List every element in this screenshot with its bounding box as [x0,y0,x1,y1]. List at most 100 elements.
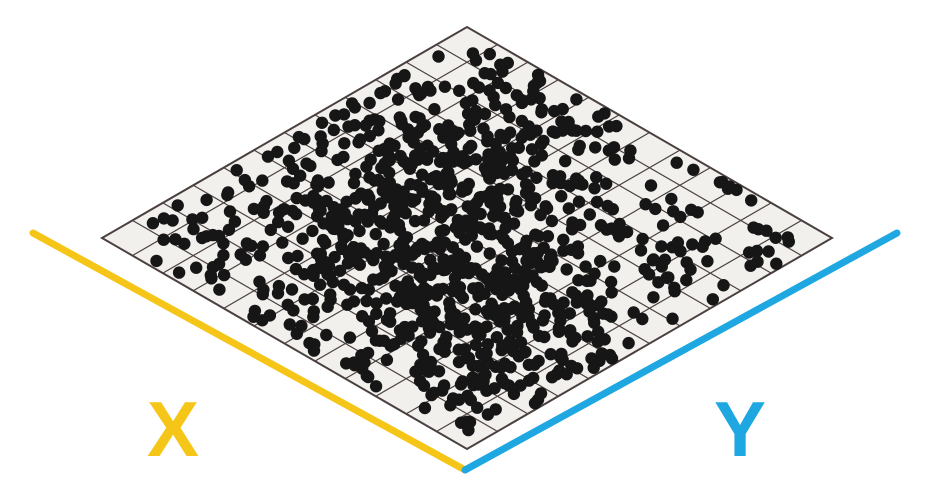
scatter-point [560,263,573,276]
scatter-point [484,278,497,292]
scatter-point [449,128,462,142]
scatter-point [435,177,448,190]
scatter-point [466,371,479,384]
scatter-point [781,231,794,244]
scatter-point [511,275,525,289]
scatter-point [190,261,203,274]
scatter-point [539,200,552,213]
scatter-point [413,112,426,125]
scatter-point [414,358,427,371]
scatter-point [348,101,361,114]
scatter-point [283,318,296,331]
scatter-point [498,376,511,390]
scatter-point [217,268,231,282]
scatter-point [658,253,672,266]
scatter-point [463,118,476,131]
scatter-point [527,371,540,385]
scatter-point [432,365,446,378]
scatter-point [230,164,243,177]
scatter-point [381,191,394,204]
scatter-point [405,158,418,171]
scatter-point [416,348,430,361]
scatter-point [535,149,548,162]
scatter-point [639,198,652,211]
scatter-point [271,145,284,159]
scatter-point [298,132,311,146]
scatter-point [760,224,773,237]
scatter-point [438,224,451,237]
scatter-point [505,255,519,268]
scatter-point [590,195,604,209]
scatter-point [456,375,469,388]
scatter-point [701,255,714,268]
scatter-point [668,281,681,294]
scatter-point [491,76,505,90]
scatter-point [359,119,372,132]
scatter-point [314,247,327,261]
scatter-point [157,233,170,246]
scatter-point [377,237,390,251]
scatter-point [588,316,601,329]
scatter-point [744,259,757,272]
scatter-point [687,163,700,176]
scatter-point [598,333,611,346]
scatter-point [541,230,555,243]
scatter-point [223,205,237,218]
scatter-point [452,355,466,369]
scatter-point [264,223,277,237]
scatter-point [239,253,252,266]
scatter-point [307,263,320,277]
scatter-point [655,240,668,253]
scatter-point [316,137,329,150]
scatter-point [462,423,475,437]
scatter-point [347,356,361,369]
scatter-point [417,290,430,303]
scatter-point [602,120,616,133]
scatter-point [534,387,548,400]
scatter-point [291,249,304,263]
scatter-point [600,177,613,190]
scatter-points [146,47,795,437]
scatter-point [499,103,513,116]
scatter-point [557,233,570,246]
scatter-point [587,361,600,374]
y-axis-label: Y [714,385,766,473]
scatter-point [369,380,383,393]
scatter-point [600,223,613,236]
scatter-point [510,89,523,102]
scatter-point [414,303,427,316]
scatter-point [428,305,441,318]
scatter-point [475,190,488,204]
scatter-point [341,212,354,226]
scatter-point [391,93,405,106]
scatter-point [337,278,351,291]
scatter-point [489,403,502,416]
scatter-point [498,302,511,315]
scatter-point [221,186,235,199]
grid-line [436,219,802,432]
scatter-point [408,214,422,228]
scatter-point [404,178,417,191]
scatter-point [166,214,179,227]
scatter-point [529,228,542,241]
scatter-point [590,171,603,184]
scatter-point [353,224,366,238]
scatter-point [150,254,163,268]
scatter-point [532,329,546,343]
scatter-point [435,152,448,166]
scatter-point [383,307,397,320]
scatter-point [222,223,236,236]
scatter-point [315,116,329,129]
scatter-point [565,223,579,236]
grid-line [314,149,681,362]
scatter-point [530,171,543,184]
scatter-point [649,202,662,216]
scatter-point [390,183,403,196]
scatter-point [368,174,381,187]
scatter-point [478,107,492,121]
scatter-point [347,295,361,308]
scatter-point [607,141,621,154]
scatter-point [481,338,494,351]
scatter-point [507,217,521,230]
scatter-point [548,104,561,118]
